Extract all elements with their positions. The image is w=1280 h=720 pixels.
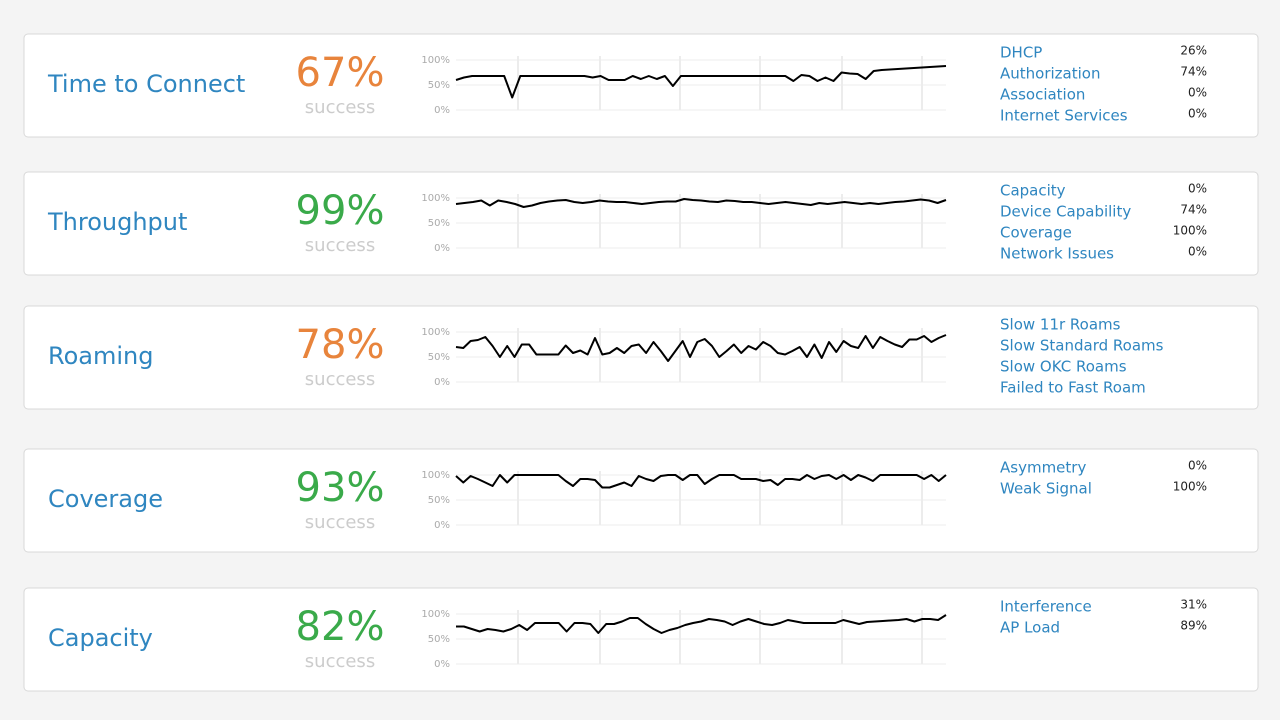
success-percent: 67% bbox=[296, 50, 385, 96]
y-tick-label: 50% bbox=[428, 80, 450, 91]
item-value: 74% bbox=[1180, 203, 1207, 217]
success-label: success bbox=[305, 235, 375, 256]
item-value: 89% bbox=[1180, 619, 1207, 633]
item-label: Internet Services bbox=[1000, 107, 1128, 125]
item-label: Network Issues bbox=[1000, 245, 1114, 263]
sparkline bbox=[455, 65, 947, 99]
success-percent: 82% bbox=[296, 604, 385, 650]
success-percent: 78% bbox=[296, 322, 385, 368]
success-label: success bbox=[305, 369, 375, 390]
item-label: Slow Standard Roams bbox=[1000, 337, 1164, 355]
sparkline bbox=[455, 198, 947, 208]
item-label: Association bbox=[1000, 86, 1085, 104]
success-percent: 99% bbox=[296, 188, 385, 234]
y-tick-label: 50% bbox=[428, 352, 450, 363]
item-label: Failed to Fast Roam bbox=[1000, 379, 1146, 397]
item-label: DHCP bbox=[1000, 44, 1042, 62]
item-value: 100% bbox=[1173, 480, 1207, 494]
card-title: Capacity bbox=[48, 624, 153, 652]
success-label: success bbox=[305, 97, 375, 118]
y-tick-label: 0% bbox=[434, 520, 450, 531]
y-tick-label: 100% bbox=[421, 327, 450, 338]
y-tick-label: 50% bbox=[428, 495, 450, 506]
y-tick-label: 100% bbox=[421, 55, 450, 66]
item-label: Slow OKC Roams bbox=[1000, 358, 1127, 376]
success-label: success bbox=[305, 512, 375, 533]
item-value: 0% bbox=[1188, 86, 1207, 100]
y-tick-label: 0% bbox=[434, 243, 450, 254]
card-title: Roaming bbox=[48, 342, 153, 370]
y-tick-label: 100% bbox=[421, 609, 450, 620]
card-title: Coverage bbox=[48, 485, 163, 513]
item-label: Coverage bbox=[1000, 224, 1072, 242]
sparkline bbox=[455, 334, 947, 362]
item-label: Authorization bbox=[1000, 65, 1100, 83]
item-value: 26% bbox=[1180, 44, 1207, 58]
y-tick-label: 0% bbox=[434, 377, 450, 388]
y-tick-label: 0% bbox=[434, 105, 450, 116]
y-tick-label: 50% bbox=[428, 218, 450, 229]
item-value: 74% bbox=[1180, 65, 1207, 79]
card-title: Throughput bbox=[47, 208, 187, 236]
card-title: Time to Connect bbox=[47, 70, 245, 98]
item-label: Capacity bbox=[1000, 182, 1066, 200]
y-tick-label: 100% bbox=[421, 470, 450, 481]
item-label: Asymmetry bbox=[1000, 459, 1086, 477]
item-label: Slow 11r Roams bbox=[1000, 316, 1121, 334]
item-value: 0% bbox=[1188, 245, 1207, 259]
item-value: 0% bbox=[1188, 459, 1207, 473]
success-label: success bbox=[305, 651, 375, 672]
y-tick-label: 0% bbox=[434, 659, 450, 670]
item-value: 0% bbox=[1188, 182, 1207, 196]
item-label: Interference bbox=[1000, 598, 1092, 616]
y-tick-label: 50% bbox=[428, 634, 450, 645]
y-tick-label: 100% bbox=[421, 193, 450, 204]
item-value: 0% bbox=[1188, 107, 1207, 121]
success-percent: 93% bbox=[296, 465, 385, 511]
item-value: 100% bbox=[1173, 224, 1207, 238]
item-label: Weak Signal bbox=[1000, 480, 1092, 498]
item-label: AP Load bbox=[1000, 619, 1060, 637]
sparkline bbox=[455, 474, 947, 489]
item-value: 31% bbox=[1180, 598, 1207, 612]
sparkline bbox=[456, 614, 947, 634]
item-label: Device Capability bbox=[1000, 203, 1131, 221]
